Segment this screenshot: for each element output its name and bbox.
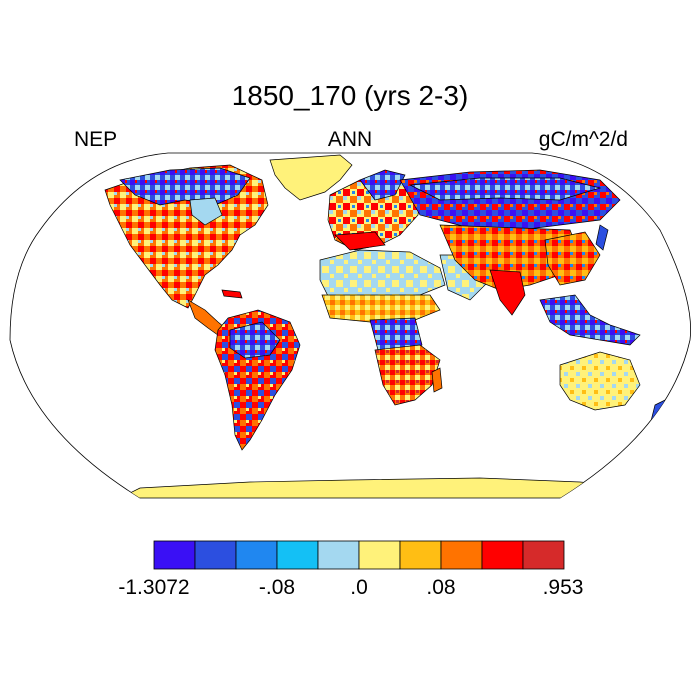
colorbar-swatch bbox=[194, 540, 237, 570]
india bbox=[489, 269, 526, 316]
north-america bbox=[104, 164, 269, 309]
colorbar-swatch bbox=[522, 540, 565, 570]
colorbar-swatch bbox=[235, 540, 278, 570]
colorbar-swatch bbox=[481, 540, 524, 570]
africa-south bbox=[374, 344, 441, 406]
madagascar bbox=[431, 367, 443, 393]
colorbar-swatch bbox=[440, 540, 483, 570]
hudson-bay-region bbox=[189, 197, 223, 226]
colorbar-swatch bbox=[358, 540, 401, 570]
colorbar-tick-label: -.08 bbox=[258, 576, 296, 599]
canada-north bbox=[119, 167, 251, 206]
colorbar-swatch bbox=[276, 540, 319, 570]
japan bbox=[595, 224, 609, 251]
scandinavia bbox=[359, 169, 406, 201]
colorbar-tick-label: .0 bbox=[350, 576, 368, 599]
caribbean bbox=[221, 289, 243, 299]
colorbar-tick-label: -1.3072 bbox=[118, 576, 190, 599]
colorbar-swatch bbox=[153, 540, 196, 570]
russia-arctic-band bbox=[408, 177, 602, 201]
colorbar-tick-label: .953 bbox=[542, 576, 584, 599]
africa-north bbox=[319, 249, 446, 301]
colorbar bbox=[153, 540, 565, 570]
variable-label: NEP bbox=[74, 128, 118, 151]
season-label: ANN bbox=[327, 128, 373, 151]
colorbar-swatch bbox=[399, 540, 442, 570]
australia bbox=[559, 351, 641, 411]
colorbar-swatch bbox=[317, 540, 360, 570]
map-title: 1850_170 (yrs 2-3) bbox=[231, 80, 469, 111]
greenland bbox=[269, 154, 353, 201]
africa-sahel bbox=[321, 294, 441, 323]
colorbar-tick-label: .08 bbox=[426, 576, 456, 599]
units-label: gC/m^2/d bbox=[538, 128, 628, 151]
east-asia bbox=[544, 231, 601, 286]
southeast-asia bbox=[539, 294, 641, 346]
amazon-basin bbox=[229, 321, 281, 359]
mediterranean-belt bbox=[334, 231, 386, 251]
